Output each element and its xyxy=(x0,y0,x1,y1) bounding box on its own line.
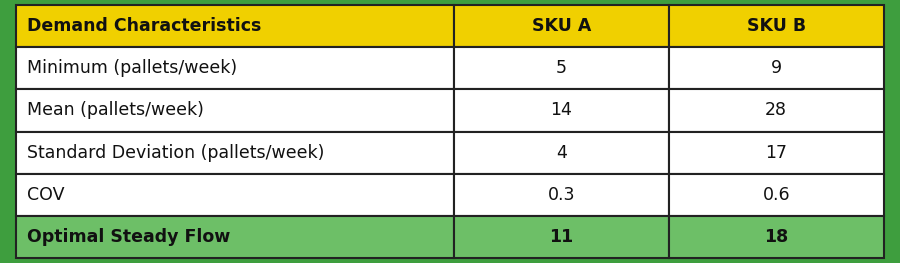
Bar xyxy=(16,5,454,47)
Bar xyxy=(454,216,669,258)
Bar xyxy=(16,132,454,174)
Bar xyxy=(454,174,669,216)
Text: SKU B: SKU B xyxy=(747,17,806,35)
Bar xyxy=(669,5,884,47)
Text: SKU A: SKU A xyxy=(532,17,591,35)
Text: Mean (pallets/week): Mean (pallets/week) xyxy=(27,101,204,119)
Text: 14: 14 xyxy=(551,101,572,119)
Text: COV: COV xyxy=(27,186,65,204)
Text: Minimum (pallets/week): Minimum (pallets/week) xyxy=(27,59,237,77)
Text: 4: 4 xyxy=(556,144,567,162)
Text: 0.3: 0.3 xyxy=(548,186,575,204)
Bar xyxy=(16,216,454,258)
Bar xyxy=(16,47,454,89)
Bar xyxy=(454,5,669,47)
Text: 28: 28 xyxy=(765,101,788,119)
Bar xyxy=(669,47,884,89)
Text: 18: 18 xyxy=(764,228,788,246)
Text: 17: 17 xyxy=(765,144,788,162)
Bar xyxy=(454,132,669,174)
Text: Optimal Steady Flow: Optimal Steady Flow xyxy=(27,228,230,246)
Text: Standard Deviation (pallets/week): Standard Deviation (pallets/week) xyxy=(27,144,324,162)
Bar xyxy=(16,89,454,132)
Text: 11: 11 xyxy=(549,228,573,246)
Bar xyxy=(669,216,884,258)
Text: 9: 9 xyxy=(770,59,782,77)
Text: 5: 5 xyxy=(556,59,567,77)
Bar xyxy=(16,174,454,216)
Bar xyxy=(669,174,884,216)
Text: 0.6: 0.6 xyxy=(762,186,790,204)
Text: Demand Characteristics: Demand Characteristics xyxy=(27,17,261,35)
Bar xyxy=(669,89,884,132)
Bar xyxy=(669,132,884,174)
Bar xyxy=(454,47,669,89)
Bar xyxy=(454,89,669,132)
